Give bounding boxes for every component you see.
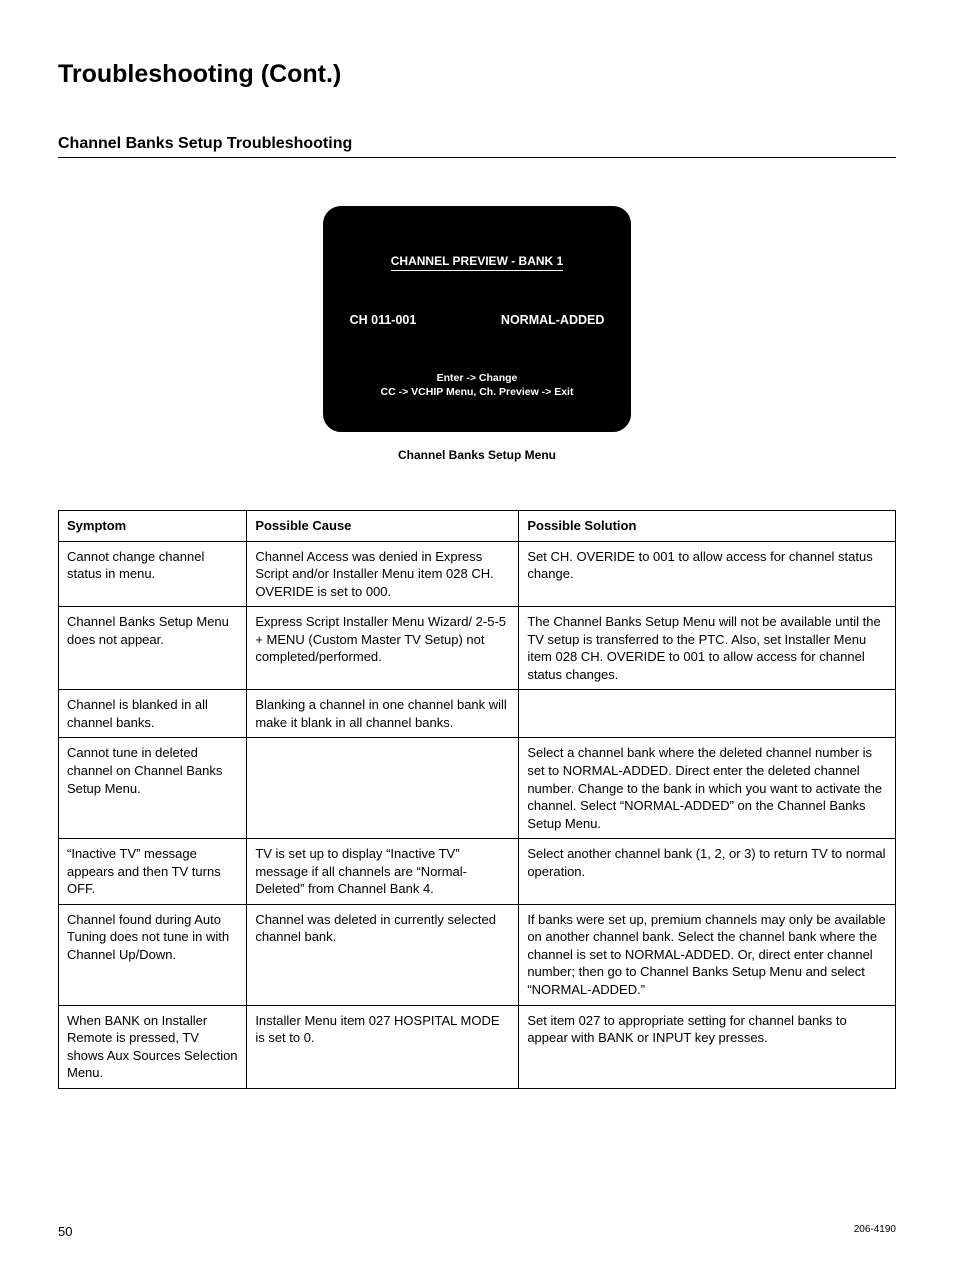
table-row: “Inactive TV” message appears and then T… xyxy=(59,839,896,905)
cell-cause: Channel was deleted in currently selecte… xyxy=(247,904,519,1005)
table-row: Cannot change channel status in menu.Cha… xyxy=(59,541,896,607)
cell-solution: Set CH. OVERIDE to 001 to allow access f… xyxy=(519,541,896,607)
tv-screen: CHANNEL PREVIEW - BANK 1 CH 011-001 NORM… xyxy=(323,206,631,432)
header-solution: Possible Solution xyxy=(519,511,896,542)
cell-solution xyxy=(519,690,896,738)
cell-symptom: “Inactive TV” message appears and then T… xyxy=(59,839,247,905)
cell-cause: Express Script Installer Menu Wizard/ 2-… xyxy=(247,607,519,690)
page-number: 50 xyxy=(58,1224,72,1239)
table-body: Cannot change channel status in menu.Cha… xyxy=(59,541,896,1088)
page-footer: 50 206-4190 xyxy=(58,1224,896,1239)
table-row: Channel Banks Setup Menu does not appear… xyxy=(59,607,896,690)
tv-channel-label: CH 011-001 xyxy=(350,313,417,327)
cell-cause: Installer Menu item 027 HOSPITAL MODE is… xyxy=(247,1005,519,1088)
table-row: Channel is blanked in all channel banks.… xyxy=(59,690,896,738)
table-row: Channel found during Auto Tuning does no… xyxy=(59,904,896,1005)
cell-solution: Select another channel bank (1, 2, or 3)… xyxy=(519,839,896,905)
cell-cause xyxy=(247,738,519,839)
section-divider xyxy=(58,157,896,158)
cell-solution: Select a channel bank where the deleted … xyxy=(519,738,896,839)
doc-ref: 206-4190 xyxy=(854,1224,896,1239)
tv-screen-title: CHANNEL PREVIEW - BANK 1 xyxy=(391,254,563,271)
cell-cause: TV is set up to display “Inactive TV” me… xyxy=(247,839,519,905)
cell-solution: The Channel Banks Setup Menu will not be… xyxy=(519,607,896,690)
tv-screen-wrapper: CHANNEL PREVIEW - BANK 1 CH 011-001 NORM… xyxy=(58,206,896,462)
table-header-row: Symptom Possible Cause Possible Solution xyxy=(59,511,896,542)
cell-symptom: Cannot change channel status in menu. xyxy=(59,541,247,607)
cell-symptom: Channel found during Auto Tuning does no… xyxy=(59,904,247,1005)
section-title: Channel Banks Setup Troubleshooting xyxy=(58,135,896,153)
cell-solution: If banks were set up, premium channels m… xyxy=(519,904,896,1005)
tv-instruction-line-2: CC -> VCHIP Menu, Ch. Preview -> Exit xyxy=(381,385,574,399)
tv-instruction-line-1: Enter -> Change xyxy=(381,371,574,385)
cell-symptom: When BANK on Installer Remote is pressed… xyxy=(59,1005,247,1088)
cell-cause: Blanking a channel in one channel bank w… xyxy=(247,690,519,738)
table-row: When BANK on Installer Remote is pressed… xyxy=(59,1005,896,1088)
tv-status-label: NORMAL-ADDED xyxy=(501,313,604,327)
tv-caption: Channel Banks Setup Menu xyxy=(398,448,556,462)
cell-symptom: Channel is blanked in all channel banks. xyxy=(59,690,247,738)
troubleshooting-table: Symptom Possible Cause Possible Solution… xyxy=(58,510,896,1089)
cell-cause: Channel Access was denied in Express Scr… xyxy=(247,541,519,607)
cell-solution: Set item 027 to appropriate setting for … xyxy=(519,1005,896,1088)
header-symptom: Symptom xyxy=(59,511,247,542)
tv-instructions: Enter -> Change CC -> VCHIP Menu, Ch. Pr… xyxy=(381,371,574,399)
page-title: Troubleshooting (Cont.) xyxy=(58,60,896,89)
tv-screen-row: CH 011-001 NORMAL-ADDED xyxy=(350,313,605,327)
cell-symptom: Cannot tune in deleted channel on Channe… xyxy=(59,738,247,839)
table-row: Cannot tune in deleted channel on Channe… xyxy=(59,738,896,839)
header-cause: Possible Cause xyxy=(247,511,519,542)
cell-symptom: Channel Banks Setup Menu does not appear… xyxy=(59,607,247,690)
